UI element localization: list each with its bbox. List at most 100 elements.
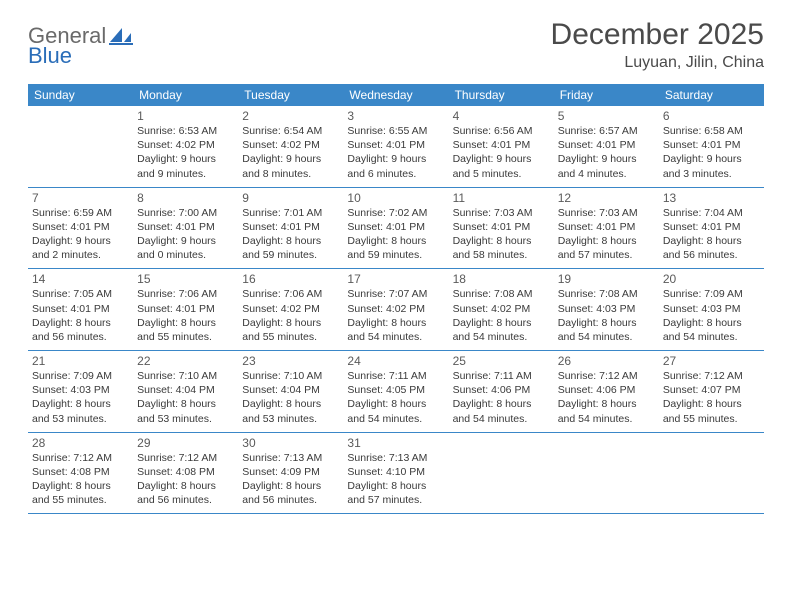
day-text: Daylight: 8 hours [663,234,760,248]
day-cell [659,433,764,514]
day-text: Sunrise: 7:13 AM [242,451,339,465]
day-cell: 21Sunrise: 7:09 AMSunset: 4:03 PMDayligh… [28,351,133,432]
week-row: 28Sunrise: 7:12 AMSunset: 4:08 PMDayligh… [28,433,764,515]
day-text: and 55 minutes. [663,412,760,426]
day-cell: 26Sunrise: 7:12 AMSunset: 4:06 PMDayligh… [554,351,659,432]
day-text: Sunrise: 6:59 AM [32,206,129,220]
day-cell: 20Sunrise: 7:09 AMSunset: 4:03 PMDayligh… [659,269,764,350]
dow-saturday: Saturday [659,84,764,106]
day-number: 9 [242,191,339,205]
day-text: and 4 minutes. [558,167,655,181]
day-cell: 12Sunrise: 7:03 AMSunset: 4:01 PMDayligh… [554,188,659,269]
week-row: 14Sunrise: 7:05 AMSunset: 4:01 PMDayligh… [28,269,764,351]
day-number: 11 [453,191,550,205]
day-text: and 53 minutes. [242,412,339,426]
day-text: Sunrise: 7:03 AM [558,206,655,220]
day-text: Daylight: 9 hours [558,152,655,166]
day-text: Daylight: 9 hours [347,152,444,166]
day-text: Sunset: 4:02 PM [453,302,550,316]
day-number: 27 [663,354,760,368]
day-number: 5 [558,109,655,123]
day-text: and 9 minutes. [137,167,234,181]
day-text: Daylight: 8 hours [663,316,760,330]
day-text: Daylight: 8 hours [32,397,129,411]
day-number: 26 [558,354,655,368]
day-number: 22 [137,354,234,368]
day-text: Sunset: 4:01 PM [558,220,655,234]
day-cell: 6Sunrise: 6:58 AMSunset: 4:01 PMDaylight… [659,106,764,187]
week-row: 1Sunrise: 6:53 AMSunset: 4:02 PMDaylight… [28,106,764,188]
day-text: and 59 minutes. [242,248,339,262]
day-text: Daylight: 8 hours [453,316,550,330]
day-number: 24 [347,354,444,368]
day-text: Daylight: 8 hours [347,479,444,493]
day-text: Daylight: 8 hours [137,397,234,411]
week-row: 7Sunrise: 6:59 AMSunset: 4:01 PMDaylight… [28,188,764,270]
day-number: 19 [558,272,655,286]
day-text: and 55 minutes. [32,493,129,507]
day-text: Sunrise: 7:06 AM [137,287,234,301]
day-text: Daylight: 8 hours [347,316,444,330]
day-text: Sunrise: 7:02 AM [347,206,444,220]
day-text: Daylight: 8 hours [453,397,550,411]
day-text: Daylight: 9 hours [242,152,339,166]
day-number: 30 [242,436,339,450]
day-text: Sunrise: 7:03 AM [453,206,550,220]
day-text: Sunset: 4:01 PM [558,138,655,152]
day-text: Sunrise: 7:08 AM [453,287,550,301]
day-text: Sunset: 4:06 PM [558,383,655,397]
day-text: Sunrise: 7:10 AM [242,369,339,383]
day-cell: 13Sunrise: 7:04 AMSunset: 4:01 PMDayligh… [659,188,764,269]
day-text: and 59 minutes. [347,248,444,262]
day-text: Sunset: 4:10 PM [347,465,444,479]
day-text: and 58 minutes. [453,248,550,262]
day-text: Sunrise: 7:10 AM [137,369,234,383]
day-cell: 30Sunrise: 7:13 AMSunset: 4:09 PMDayligh… [238,433,343,514]
day-text: Sunrise: 7:11 AM [453,369,550,383]
day-text: and 56 minutes. [32,330,129,344]
day-text: Sunset: 4:01 PM [663,220,760,234]
day-cell: 9Sunrise: 7:01 AMSunset: 4:01 PMDaylight… [238,188,343,269]
day-cell: 31Sunrise: 7:13 AMSunset: 4:10 PMDayligh… [343,433,448,514]
day-text: Daylight: 8 hours [137,316,234,330]
day-text: and 54 minutes. [347,330,444,344]
day-text: and 56 minutes. [242,493,339,507]
day-text: Daylight: 8 hours [347,397,444,411]
day-text: Sunrise: 7:12 AM [32,451,129,465]
day-cell: 7Sunrise: 6:59 AMSunset: 4:01 PMDaylight… [28,188,133,269]
day-text: and 54 minutes. [453,330,550,344]
day-text: Daylight: 9 hours [663,152,760,166]
month-title: December 2025 [551,18,764,52]
dow-monday: Monday [133,84,238,106]
day-text: and 0 minutes. [137,248,234,262]
day-text: and 53 minutes. [137,412,234,426]
logo: General Blue [28,26,135,66]
day-text: Daylight: 8 hours [242,316,339,330]
day-text: and 57 minutes. [558,248,655,262]
day-text: Daylight: 9 hours [137,234,234,248]
day-number: 1 [137,109,234,123]
day-number: 15 [137,272,234,286]
day-cell: 16Sunrise: 7:06 AMSunset: 4:02 PMDayligh… [238,269,343,350]
day-text: and 2 minutes. [32,248,129,262]
day-number: 31 [347,436,444,450]
day-cell: 22Sunrise: 7:10 AMSunset: 4:04 PMDayligh… [133,351,238,432]
day-text: Daylight: 9 hours [32,234,129,248]
day-number: 13 [663,191,760,205]
day-cell: 2Sunrise: 6:54 AMSunset: 4:02 PMDaylight… [238,106,343,187]
day-text: Sunset: 4:01 PM [663,138,760,152]
day-number: 14 [32,272,129,286]
day-text: and 8 minutes. [242,167,339,181]
day-text: Sunset: 4:01 PM [137,220,234,234]
day-text: and 54 minutes. [558,330,655,344]
day-text: Sunrise: 7:07 AM [347,287,444,301]
day-text: Sunrise: 7:09 AM [32,369,129,383]
day-text: Sunset: 4:01 PM [347,220,444,234]
day-text: and 55 minutes. [137,330,234,344]
day-text: Sunset: 4:05 PM [347,383,444,397]
day-text: and 53 minutes. [32,412,129,426]
day-cell: 15Sunrise: 7:06 AMSunset: 4:01 PMDayligh… [133,269,238,350]
day-text: Sunset: 4:03 PM [558,302,655,316]
day-cell: 27Sunrise: 7:12 AMSunset: 4:07 PMDayligh… [659,351,764,432]
day-text: Sunset: 4:07 PM [663,383,760,397]
